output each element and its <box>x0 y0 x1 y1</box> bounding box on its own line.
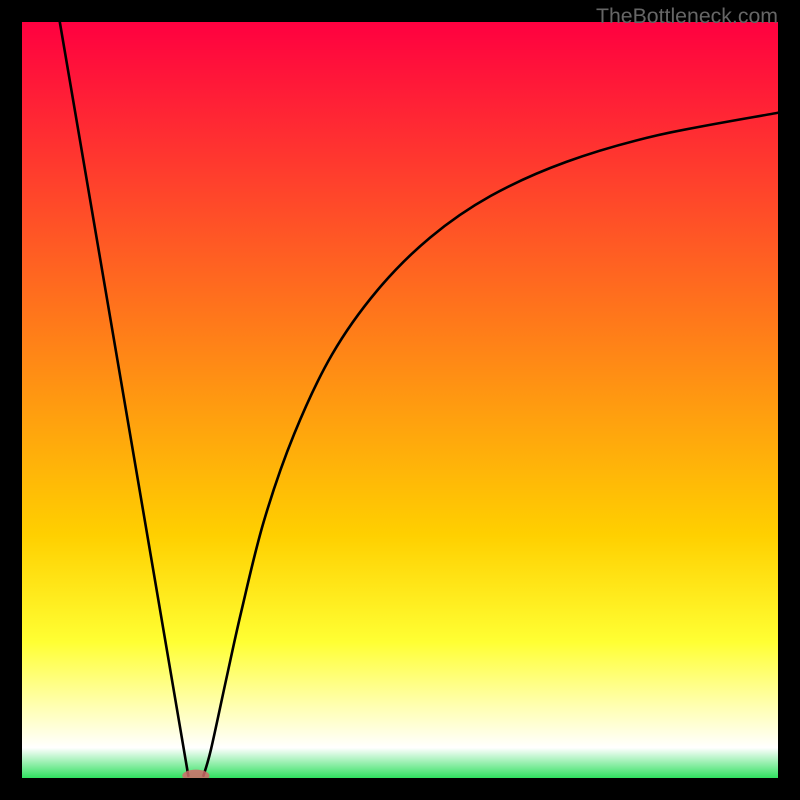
watermark-text: TheBottleneck.com <box>596 4 778 29</box>
chart-canvas: TheBottleneck.com <box>0 0 800 800</box>
plot-background <box>22 22 778 778</box>
chart-svg <box>0 0 800 800</box>
